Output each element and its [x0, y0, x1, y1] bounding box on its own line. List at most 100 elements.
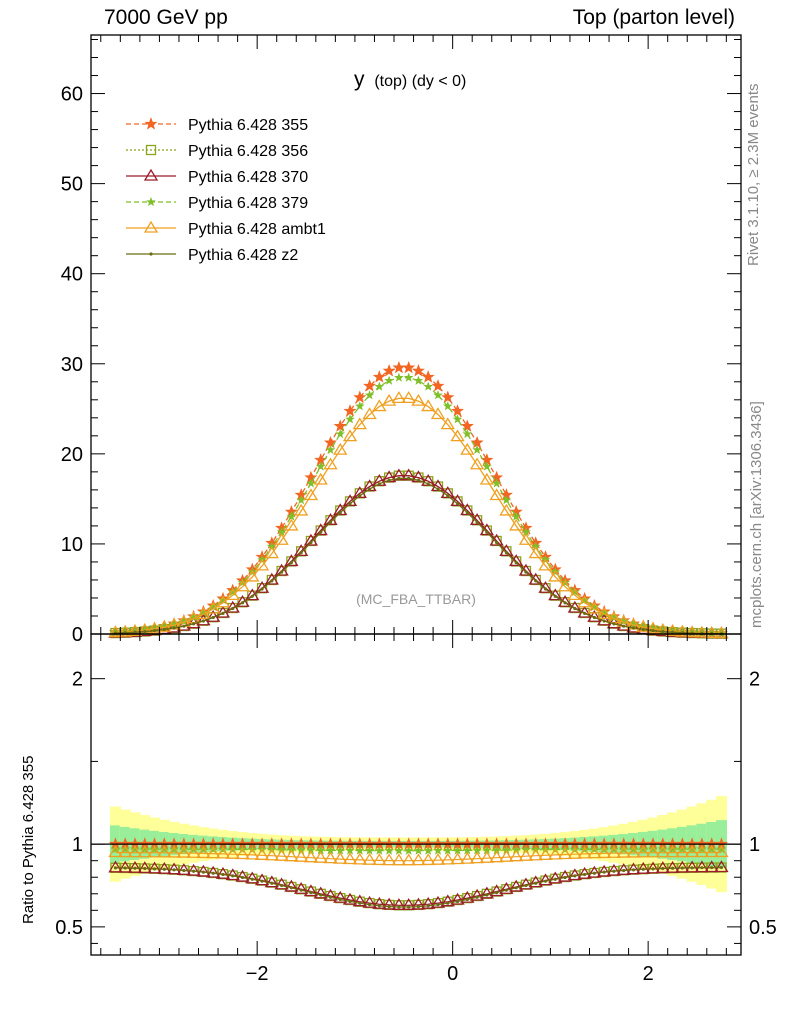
- ratio-point-5-56: [661, 866, 665, 871]
- main-point-3-28: [384, 375, 394, 385]
- ratio-point-2-26: [362, 895, 377, 908]
- ratio-point-4-53: [626, 845, 641, 858]
- ratio-point-2-25: [352, 894, 367, 907]
- ratio-point-2-18: [284, 879, 299, 892]
- main-point-4-46: [557, 579, 573, 592]
- ratio-point-5-41: [514, 886, 518, 890]
- ratio-point-3-51: [609, 844, 619, 854]
- xtick-label-2: 2: [643, 963, 654, 985]
- main-point-4-49: [587, 601, 602, 614]
- main-point-5-55: [651, 629, 655, 633]
- ratio-point-5-50: [602, 870, 606, 874]
- ratio-point-4-0: [108, 845, 123, 858]
- ratio-point-4-16: [264, 848, 279, 861]
- main-point-3-33: [433, 390, 443, 400]
- ratio-point-2-38: [479, 886, 495, 899]
- ratio-point-5-33: [436, 903, 440, 907]
- ratio-point-2-56: [655, 861, 670, 874]
- legend-label-5: Pythia 6.428 z2: [188, 247, 298, 264]
- ratio-point-5-57: [670, 866, 675, 870]
- ratio-point-3-27: [374, 845, 385, 855]
- main-point-5-15: [260, 587, 264, 591]
- main-point-3-35: [452, 414, 463, 424]
- ratio-point-2-44: [538, 873, 553, 886]
- ratio-point-2-57: [665, 860, 680, 873]
- main-point-4-58: [675, 624, 690, 637]
- main-point-4-61: [704, 626, 719, 638]
- main-point-4-21: [313, 472, 328, 485]
- main-point-3-12: [227, 586, 238, 597]
- xtick-label-1: 0: [447, 963, 458, 985]
- main-point-3-31: [413, 375, 424, 385]
- ratio-point-3-26: [364, 845, 375, 855]
- main-point-5-24: [348, 502, 352, 506]
- ratio-point-2-50: [597, 864, 612, 877]
- ratio-point-2-0: [108, 860, 123, 873]
- ratio-point-4-25: [352, 852, 367, 865]
- legend: Pythia 6.428 355 Pythia 6.428 356 Pythia 6…: [126, 117, 326, 264]
- ratio-point-3-6: [169, 844, 179, 854]
- main-point-3-21: [315, 461, 326, 471]
- main-point-3-11: [218, 594, 228, 605]
- main-point-4-39: [489, 488, 504, 501]
- main-point-3-48: [579, 594, 590, 605]
- ratio-point-5-16: [270, 881, 274, 885]
- main-ytick-label-6: 60: [61, 84, 83, 106]
- ratio-point-3-61: [706, 844, 717, 854]
- main-point-0-36: [460, 419, 474, 432]
- main-point-4-12: [225, 588, 240, 600]
- ratio-point-2-51: [606, 863, 622, 876]
- ratio-series-4: [108, 845, 729, 866]
- ratio-point-2-29: [391, 898, 407, 910]
- main-point-5-20: [309, 540, 313, 545]
- main-point-5-17: [280, 570, 284, 574]
- ratio-point-5-12: [231, 874, 235, 878]
- ratio-ytick-label-right-0: 0.5: [749, 917, 777, 939]
- ratio-point-2-8: [186, 863, 201, 876]
- main-point-4-38: [479, 472, 495, 485]
- main-point-5-9: [201, 619, 206, 623]
- ratio-point-4-36: [460, 851, 475, 864]
- ratio-point-5-53: [631, 868, 636, 872]
- ratio-point-2-28: [381, 897, 397, 910]
- ratio-point-5-59: [690, 866, 694, 870]
- ratio-point-5-24: [348, 899, 352, 904]
- main-point-4-10: [206, 601, 221, 614]
- main-point-0-27: [372, 370, 386, 383]
- ratio-point-5-6: [172, 868, 176, 872]
- main-point-5-30: [407, 476, 411, 480]
- main-point-4-35: [450, 429, 465, 442]
- ratio-point-4-46: [557, 847, 573, 860]
- legend-label-4: Pythia 6.428 ambt1: [188, 221, 326, 238]
- main-ytick-label-2: 20: [61, 444, 83, 466]
- main-ytick-label-0: 0: [72, 624, 83, 646]
- ratio-point-4-3: [137, 845, 152, 858]
- main-point-4-59: [684, 625, 700, 638]
- ratio-point-3-29: [394, 845, 404, 855]
- main-point-3-52: [618, 616, 629, 626]
- ratio-point-4-59: [684, 845, 700, 858]
- main-point-4-55: [645, 621, 661, 634]
- ratio-point-4-44: [538, 848, 553, 860]
- main-point-5-33: [436, 487, 440, 491]
- ratio-series-2: [108, 860, 729, 910]
- main-ytick-label-4: 40: [61, 264, 83, 286]
- ratio-point-5-27: [377, 904, 381, 908]
- main-point-4-22: [323, 457, 338, 470]
- ratio-point-4-54: [636, 845, 651, 858]
- ratio-point-5-48: [583, 872, 587, 877]
- ratio-point-5-45: [553, 877, 557, 881]
- main-point-5-54: [641, 627, 645, 632]
- main-point-0-33: [431, 379, 445, 392]
- ratio-point-4-6: [166, 845, 182, 858]
- ratio-point-2-7: [176, 863, 192, 875]
- ratio-point-2-1: [118, 860, 133, 873]
- ratio-point-3-7: [179, 844, 189, 854]
- main-point-3-47: [569, 586, 580, 597]
- ratio-point-2-35: [450, 892, 465, 905]
- main-point-5-14: [250, 594, 254, 598]
- ratio-point-5-5: [162, 867, 166, 871]
- ratio-point-2-41: [509, 879, 524, 892]
- ratio-point-3-57: [667, 844, 678, 854]
- main-point-4-1: [118, 624, 133, 637]
